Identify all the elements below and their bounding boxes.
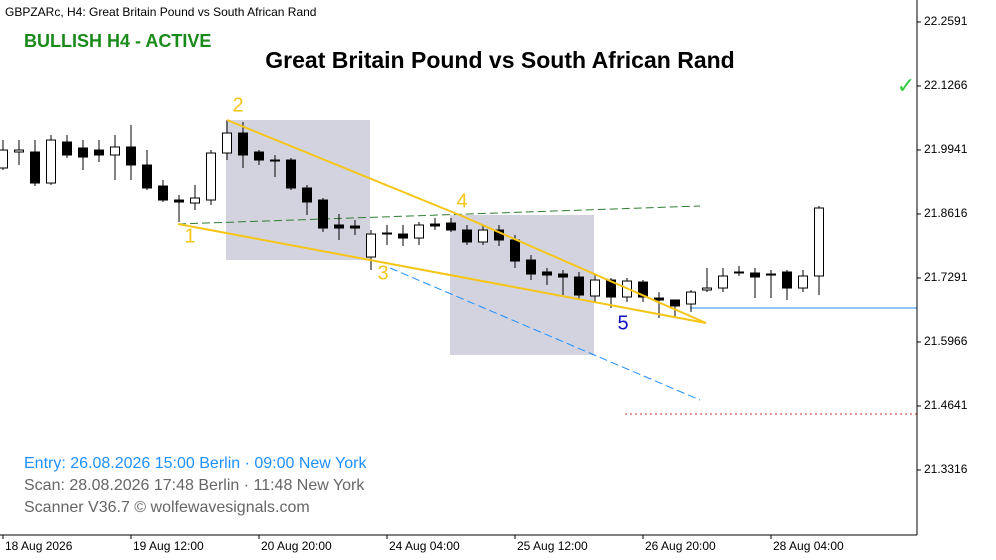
y-tick-label: 21.4641 [924,398,968,412]
candle-body [590,279,600,297]
x-tick-label: 19 Aug 12:00 [133,539,204,553]
y-tick-label: 21.7291 [924,270,968,284]
wedge-upper [226,119,707,324]
candle-body [174,199,184,203]
candle-body [14,149,24,153]
candle-body [638,281,648,298]
wave-label: 4 [456,190,467,212]
x-tick-label: 28 Aug 04:00 [773,539,844,553]
target-line [177,205,701,225]
x-tick-label: 18 Aug 2026 [5,539,73,553]
candle-body [334,224,344,229]
candle-body [814,207,824,277]
status: BULLISH H4 - ACTIVE [24,31,211,51]
candle-body [46,139,56,184]
projection-line [389,267,701,401]
candle-body [238,132,248,156]
check-mark: ✓ [897,73,915,98]
candle-body [350,225,360,229]
x-tick-label: 24 Aug 04:00 [389,539,460,553]
candle-body [382,232,392,235]
candle-body [254,151,264,161]
candle-body [398,233,408,239]
wave-label: 5 [617,312,628,334]
candle-body [526,259,536,275]
candle-body [94,149,104,156]
scan-info: Scan: 28.08.2026 17:48 Berlin · 11:48 Ne… [24,477,365,494]
candle-body [558,273,568,278]
wave-label: 3 [377,262,388,284]
candle-body [702,287,712,291]
candle-body [542,271,552,276]
candle-body [366,233,376,258]
candle-body [78,147,88,158]
x-tick-label: 26 Aug 20:00 [645,539,716,553]
entry-info: Entry: 26.08.2026 15:00 Berlin · 09:00 N… [24,455,367,472]
candle-body [798,275,808,289]
candle-body [574,276,584,296]
wave-label: 2 [232,94,243,116]
wedge-lower [177,223,707,324]
scanner-info: Scanner V36.7 © wolfewavesignals.com [24,499,310,516]
candle-body [62,141,72,156]
candles [0,119,824,319]
candle-body [158,185,168,201]
candle-body [0,149,8,169]
x-tick-label: 20 Aug 20:00 [261,539,332,553]
candle-body [270,159,280,162]
candle-body [718,275,728,289]
y-tick-label: 22.2591 [924,14,968,28]
chart-title: Great Britain Pound vs South African Ran… [265,47,734,73]
candle-body [750,272,760,278]
candle-body [462,229,472,243]
candle-body [222,132,232,154]
symbol-header: GBPZARc, H4: Great Britain Pound vs Sout… [5,5,316,19]
y-tick-label: 22.1266 [924,78,968,92]
candle-body [478,229,488,243]
candle-body [206,152,216,201]
candle-body [782,271,792,289]
y-tick-label: 21.3316 [924,462,968,476]
candle-body [142,164,152,189]
candle-body [302,187,312,203]
candle-body [30,151,40,184]
candle-body [110,146,120,156]
candle-body [766,273,776,276]
candle-body [686,291,696,305]
candle-body [190,197,200,204]
candle-body [510,239,520,262]
candle-body [414,224,424,239]
candle-body [606,279,616,298]
y-tick-label: 21.5966 [924,334,968,348]
candle-body [670,299,680,307]
candle-body [318,199,328,229]
candle-body [446,222,456,231]
candle-body [126,146,136,166]
zone-box [450,215,594,355]
wave-label: 1 [184,225,195,247]
candle-body [734,271,744,274]
x-tick-label: 25 Aug 12:00 [517,539,588,553]
y-tick-label: 21.8616 [924,206,968,220]
candle-body [430,223,440,227]
candle-body [286,159,296,189]
y-tick-label: 21.9941 [924,142,968,156]
candle-body [654,297,664,301]
